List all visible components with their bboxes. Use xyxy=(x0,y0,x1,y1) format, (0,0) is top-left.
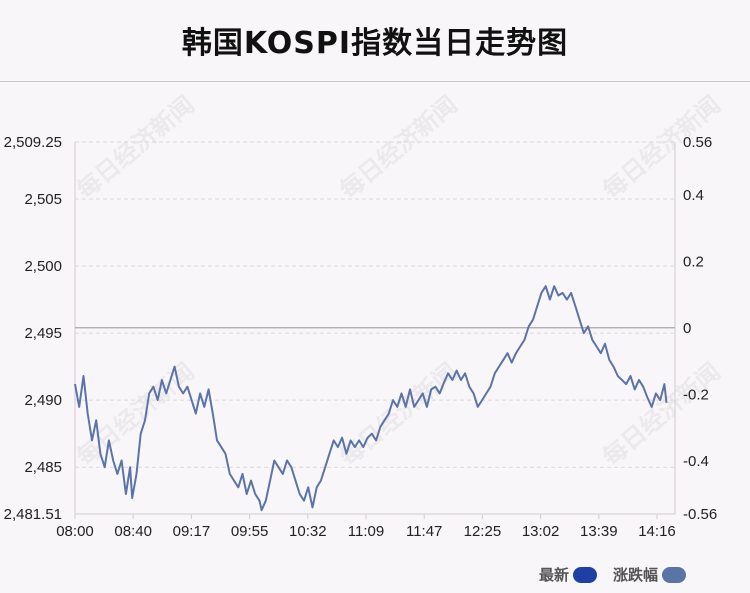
x-tick-label: 11:09 xyxy=(348,523,384,540)
legend-change-label: 涨跌幅 xyxy=(612,566,658,584)
legend-item-change[interactable]: 涨跌幅 xyxy=(613,564,686,585)
x-tick-label: 09:55 xyxy=(231,523,269,540)
x-tick-label: 08:00 xyxy=(56,523,94,540)
x-tick-label: 13:39 xyxy=(580,523,618,540)
y-tick-label-right: 0.4 xyxy=(683,187,704,204)
y-tick-label-left: 2,505 xyxy=(24,191,62,208)
x-tick-label: 12:25 xyxy=(464,523,502,540)
legend-change-swatch xyxy=(662,566,686,583)
x-tick-label: 14:16 xyxy=(638,523,676,540)
y-tick-label-right: 0.56 xyxy=(683,134,712,151)
chart-title: 韩国KOSPI指数当日走势图 xyxy=(181,26,569,61)
y-tick-label-right: -0.56 xyxy=(683,506,717,523)
y-tick-label-right: -0.4 xyxy=(683,453,709,470)
x-tick-label: 11:47 xyxy=(406,523,442,540)
y-tick-label-left: 2,495 xyxy=(24,325,62,342)
y-tick-label-right: -0.2 xyxy=(683,386,709,403)
legend: 最新 涨跌幅 xyxy=(539,564,686,585)
x-tick-label: 08:40 xyxy=(114,523,152,540)
y-tick-label-left: 2,485 xyxy=(24,459,62,476)
series-line-latest xyxy=(74,285,668,512)
y-tick-label-right: 0 xyxy=(683,320,691,337)
x-tick-label: 13:02 xyxy=(522,523,560,540)
legend-latest-swatch xyxy=(572,566,597,583)
y-tick-label-left: 2,490 xyxy=(24,392,62,409)
title-divider xyxy=(0,81,750,82)
y-tick-label-left: 2,500 xyxy=(24,258,62,275)
x-tick-label: 10:32 xyxy=(289,523,327,540)
y-tick-label-right: 0.2 xyxy=(683,254,704,271)
x-tick-label: 09:17 xyxy=(173,523,211,540)
legend-latest-label: 最新 xyxy=(538,566,569,584)
y-tick-label-left: 2,509.25 xyxy=(4,134,62,151)
legend-item-latest[interactable]: 最新 xyxy=(539,564,597,585)
y-tick-label-left: 2,481.51 xyxy=(4,506,62,523)
